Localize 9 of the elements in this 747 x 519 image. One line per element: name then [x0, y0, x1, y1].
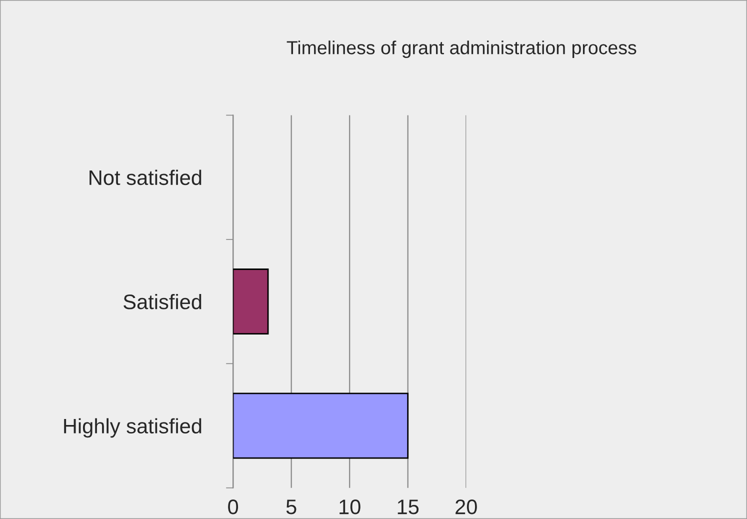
x-tick-label: 0 — [228, 500, 238, 514]
x-tick-label: 15 — [398, 500, 419, 514]
x-tick-label: 20 — [456, 500, 477, 514]
x-tick-label: 5 — [286, 500, 296, 514]
x-tick-label: 10 — [340, 500, 360, 514]
y-tick-label: Not satisfied — [90, 170, 202, 186]
chart-title: Timeliness of grant administration process — [286, 40, 636, 58]
y-tick-label: Highly satisfied — [64, 418, 202, 438]
y-tick-label: Satisfied — [124, 294, 202, 310]
